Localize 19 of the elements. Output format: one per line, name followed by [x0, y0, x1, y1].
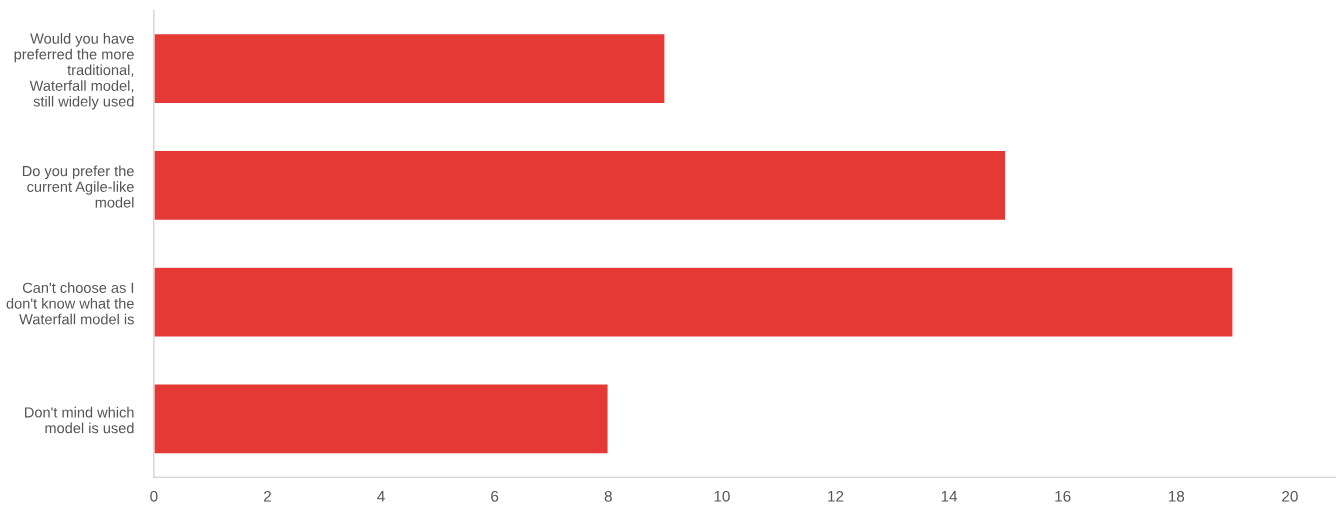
x-tick-label: 18	[1168, 490, 1185, 502]
x-tick-label: 14	[941, 491, 958, 502]
x-tick-label: 0	[150, 490, 158, 502]
x-tick-label: 8	[604, 490, 612, 502]
y-tick-label: Don't mind which model is used	[25, 406, 134, 434]
bar	[153, 149, 1007, 222]
bar	[153, 266, 1234, 338]
bar	[153, 32, 666, 105]
y-tick-label: Would you have preferred the more traditional, Waterfall model, still widely used	[14, 33, 134, 110]
x-tick-label: 12	[828, 490, 844, 502]
x-tick-label: 4	[377, 491, 385, 502]
x-tick-label: 20	[1282, 490, 1298, 502]
x-tick-label: 16	[1055, 490, 1071, 502]
y-tick-label: Do you prefer the current Agile-like model	[22, 165, 134, 208]
x-tick-label: 6	[491, 490, 499, 502]
x-tick-label: 10	[714, 490, 730, 502]
bar	[153, 383, 609, 455]
y-tick-label: Can't choose as I don't know what the Waterfall model is	[6, 282, 134, 325]
x-tick-label: 2	[263, 490, 271, 502]
